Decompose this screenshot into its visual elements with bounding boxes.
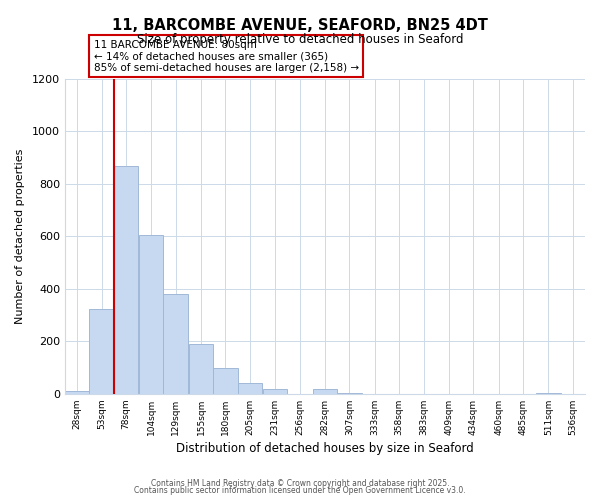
Text: 11, BARCOMBE AVENUE, SEAFORD, BN25 4DT: 11, BARCOMBE AVENUE, SEAFORD, BN25 4DT (112, 18, 488, 32)
Bar (263, 388, 287, 394)
Text: Contains public sector information licensed under the Open Government Licence v3: Contains public sector information licen… (134, 486, 466, 495)
Bar (89, 308, 114, 394)
Bar (213, 368, 238, 394)
Bar (238, 382, 262, 394)
Bar (114, 166, 138, 394)
Bar (337, 392, 362, 394)
Text: Size of property relative to detached houses in Seaford: Size of property relative to detached ho… (137, 32, 463, 46)
Text: 11 BARCOMBE AVENUE: 80sqm
← 14% of detached houses are smaller (365)
85% of semi: 11 BARCOMBE AVENUE: 80sqm ← 14% of detac… (94, 40, 359, 72)
Bar (163, 294, 188, 394)
Bar (189, 344, 213, 394)
Y-axis label: Number of detached properties: Number of detached properties (15, 148, 25, 324)
Bar (313, 389, 337, 394)
Bar (139, 235, 163, 394)
Text: Contains HM Land Registry data © Crown copyright and database right 2025.: Contains HM Land Registry data © Crown c… (151, 478, 449, 488)
X-axis label: Distribution of detached houses by size in Seaford: Distribution of detached houses by size … (176, 442, 474, 455)
Bar (65, 391, 89, 394)
